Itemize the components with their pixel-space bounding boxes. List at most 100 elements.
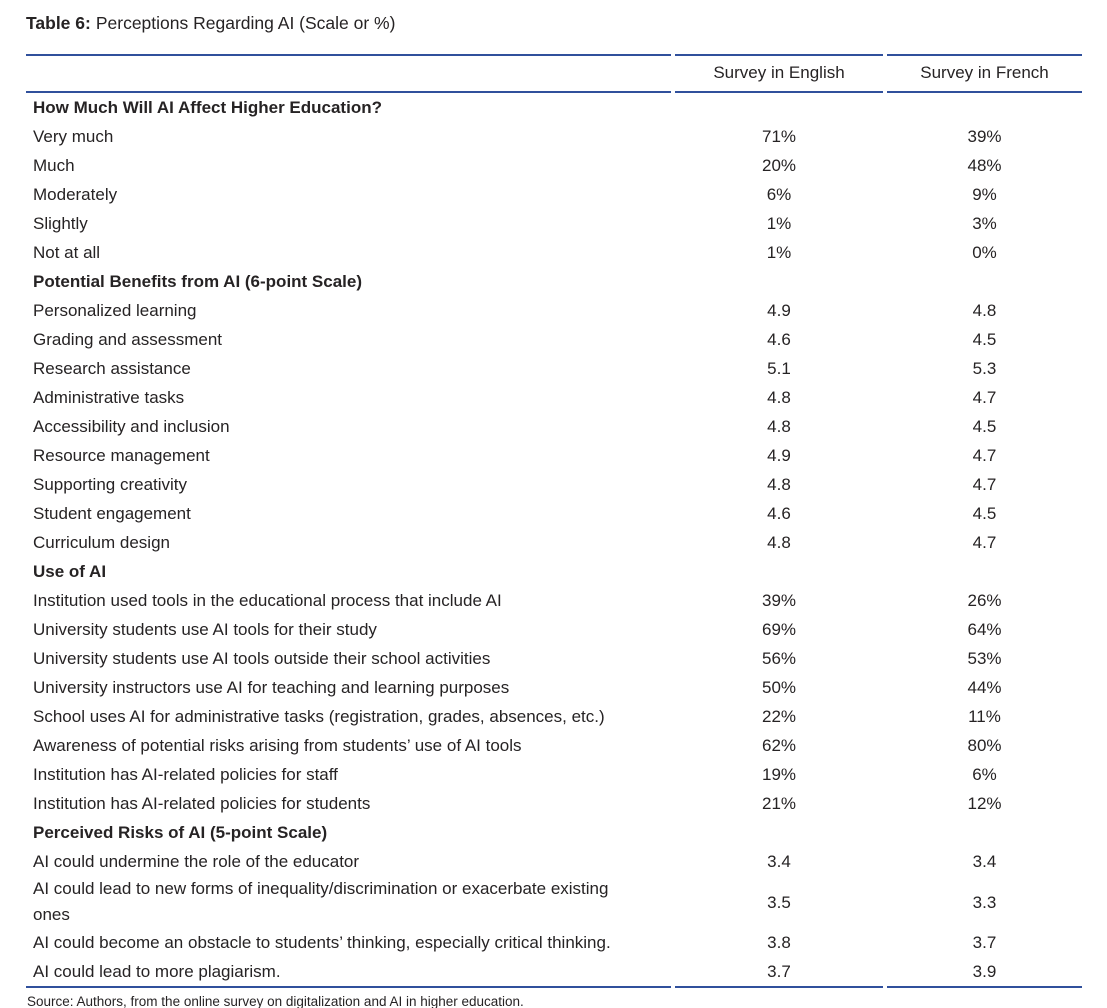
value-french: 4.8: [972, 301, 997, 320]
table-row: AI could undermine the role of the educa…: [26, 847, 1082, 876]
table-row: Institution has AI-related policies for …: [26, 789, 1082, 818]
row-label: Slightly: [33, 213, 88, 233]
survey-table: Survey in English Survey in French How M…: [22, 54, 1086, 988]
value-french: 48%: [967, 156, 1002, 175]
value-english: 20%: [761, 156, 797, 175]
table-row: Very much 71% 39%: [26, 122, 1082, 151]
value-english: 3.8: [767, 933, 791, 952]
table-row: AI could become an obstacle to students’…: [26, 928, 1082, 957]
table-row: School uses AI for administrative tasks …: [26, 702, 1082, 731]
value-english: 21%: [761, 794, 797, 813]
value-french: 3.9: [887, 957, 1082, 988]
value-french: 0%: [972, 243, 997, 262]
value-french: 3.3: [972, 892, 997, 912]
value-english: 4.9: [767, 446, 791, 465]
value-french: 6%: [972, 765, 997, 784]
value-english: 62%: [761, 736, 797, 755]
table-row: Administrative tasks 4.8 4.7: [26, 383, 1082, 412]
section-label: Perceived Risks of AI (5-point Scale): [33, 823, 328, 842]
row-label: Institution used tools in the educationa…: [33, 590, 502, 610]
table-title: Table 6: Perceptions Regarding AI (Scale …: [26, 13, 1082, 34]
row-label: University instructors use AI for teachi…: [33, 677, 510, 697]
section-label: Use of AI: [33, 562, 107, 581]
row-label: Very much: [33, 126, 114, 146]
value-french: 80%: [967, 736, 1002, 755]
value-english: 3.5: [767, 892, 791, 912]
table-row: Supporting creativity 4.8 4.7: [26, 470, 1082, 499]
table-caption: Perceptions Regarding AI (Scale or %): [95, 13, 396, 33]
row-label: University students use AI tools outside…: [33, 648, 491, 668]
value-french: 12%: [967, 794, 1002, 813]
value-french: 9%: [972, 185, 997, 204]
value-french: 64%: [967, 620, 1002, 639]
table-row: Not at all 1% 0%: [26, 238, 1082, 267]
value-english: 39%: [761, 591, 797, 610]
row-label: Supporting creativity: [33, 474, 188, 494]
value-english: 3.7: [675, 957, 883, 988]
row-label: Research assistance: [33, 358, 191, 378]
value-french: 3.4: [972, 852, 997, 871]
header-row: Survey in English Survey in French: [26, 54, 1082, 93]
value-french: 4.5: [972, 504, 997, 523]
value-english: 50%: [761, 678, 797, 697]
row-label: Resource management: [33, 445, 210, 465]
row-label: Personalized learning: [33, 300, 197, 320]
value-english: 71%: [761, 127, 797, 146]
row-label: Institution has AI-related policies for …: [33, 793, 371, 813]
row-label: Administrative tasks: [33, 387, 185, 407]
source-note: Source: Authors, from the online survey …: [27, 994, 524, 1008]
value-english: 4.8: [767, 417, 791, 436]
section-row: How Much Will AI Affect Higher Education…: [26, 93, 1082, 122]
row-label: Student engagement: [33, 503, 191, 523]
col-header-english: Survey in English: [675, 54, 883, 93]
value-english: 6%: [766, 185, 792, 204]
table-row: Resource management 4.9 4.7: [26, 441, 1082, 470]
table-row: Student engagement 4.6 4.5: [26, 499, 1082, 528]
row-label: AI could become an obstacle to students’…: [33, 932, 611, 952]
value-french: 4.7: [972, 446, 997, 465]
value-french: 11%: [968, 707, 1001, 726]
value-french: 44%: [967, 678, 1002, 697]
table-row: University students use AI tools for the…: [26, 615, 1082, 644]
value-english: 5.1: [767, 359, 791, 378]
table-row: Curriculum design 4.8 4.7: [26, 528, 1082, 557]
row-label: AI could undermine the role of the educa…: [33, 851, 360, 871]
value-french: 26%: [967, 591, 1002, 610]
value-english: 4.8: [767, 533, 791, 552]
row-label: Awareness of potential risks arising fro…: [33, 735, 522, 755]
row-label: AI could lead to more plagiarism.: [26, 957, 671, 988]
value-french: 3%: [972, 214, 997, 233]
row-label: Much: [33, 155, 75, 175]
section-row: Perceived Risks of AI (5-point Scale): [26, 818, 1082, 847]
section-label: Potential Benefits from AI (6-point Scal…: [33, 272, 363, 291]
section-row: Potential Benefits from AI (6-point Scal…: [26, 267, 1082, 296]
value-french: 4.5: [972, 330, 997, 349]
value-french: 39%: [967, 127, 1002, 146]
row-label: Grading and assessment: [33, 329, 222, 349]
table-row: AI could lead to more plagiarism. 3.7 3.9: [26, 957, 1082, 988]
table-row: Institution has AI-related policies for …: [26, 760, 1082, 789]
value-french: 3.7: [972, 933, 997, 952]
value-english: 56%: [761, 649, 797, 668]
value-english: 3.4: [767, 852, 791, 871]
table-row: Grading and assessment 4.6 4.5: [26, 325, 1082, 354]
table-row: University students use AI tools outside…: [26, 644, 1082, 673]
section-row: Use of AI: [26, 557, 1082, 586]
col-header-empty: [26, 54, 671, 93]
col-header-french: Survey in French: [887, 54, 1082, 93]
value-english: 4.9: [767, 301, 791, 320]
value-english: 22%: [761, 707, 797, 726]
table-row: Institution used tools in the educationa…: [26, 586, 1082, 615]
row-label: Institution has AI-related policies for …: [33, 764, 338, 784]
value-french: 53%: [967, 649, 1002, 668]
row-label: University students use AI tools for the…: [33, 619, 377, 639]
table-row: Much 20% 48%: [26, 151, 1082, 180]
value-english: 1%: [766, 214, 792, 233]
value-french: 4.7: [972, 388, 997, 407]
value-english: 69%: [761, 620, 797, 639]
value-french: 4.5: [972, 417, 997, 436]
row-label: Accessibility and inclusion: [33, 416, 230, 436]
value-english: 4.6: [767, 504, 791, 523]
table-body: How Much Will AI Affect Higher Education…: [26, 93, 1082, 988]
